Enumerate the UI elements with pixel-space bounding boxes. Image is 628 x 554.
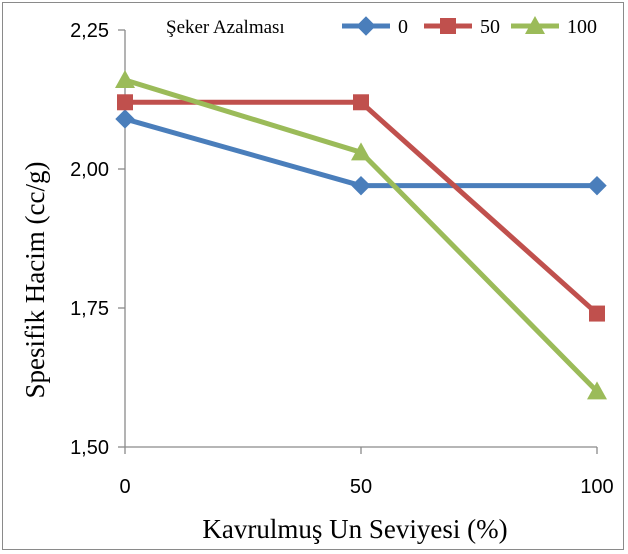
legend-label: 0: [398, 16, 408, 38]
y-axis-title: Spesifik Hacim (cc/g): [20, 162, 50, 399]
data-point: [351, 142, 371, 161]
legend-label: 50: [480, 16, 500, 38]
data-point: [353, 94, 369, 111]
x-axis-title: Kavrulmuş Un Seviyesi (%): [202, 514, 507, 544]
legend-item-0: 0: [342, 16, 408, 38]
data-point: [587, 175, 607, 196]
series-50: [117, 94, 605, 322]
data-point: [115, 70, 135, 89]
legend-title: Şeker Azalması: [166, 17, 285, 38]
x-tick-label: 0: [119, 476, 130, 498]
y-tick-label: 2,25: [70, 20, 109, 42]
data-point: [351, 175, 371, 196]
legend-marker: [440, 18, 456, 34]
y-tick-label: 2,00: [70, 159, 109, 181]
legend-label: 100: [567, 16, 597, 38]
data-point: [115, 109, 135, 129]
series-0: [115, 109, 607, 196]
legend-item-100: 100: [511, 16, 597, 38]
legend-item-50: 50: [424, 16, 500, 38]
data-point: [117, 94, 133, 111]
y-tick-label: 1,75: [70, 298, 109, 320]
chart-frame: [2, 2, 624, 550]
tick-labels: 1,50 1,75 2,00 2,25 0 50 100: [70, 20, 614, 498]
axes: [118, 29, 598, 454]
series-line: [124, 77, 599, 394]
x-tick-label: 100: [580, 476, 613, 498]
y-tick-label: 1,50: [70, 437, 109, 459]
series-layer: [115, 70, 607, 400]
legend: Şeker Azalması 0 50 100: [166, 16, 597, 38]
legend-marker: [356, 16, 376, 36]
series-line: [125, 99, 599, 316]
series-100: [115, 70, 607, 400]
x-tick-label: 50: [350, 476, 372, 498]
legend-marker: [525, 16, 545, 34]
data-point: [587, 381, 607, 400]
data-point: [589, 305, 605, 322]
